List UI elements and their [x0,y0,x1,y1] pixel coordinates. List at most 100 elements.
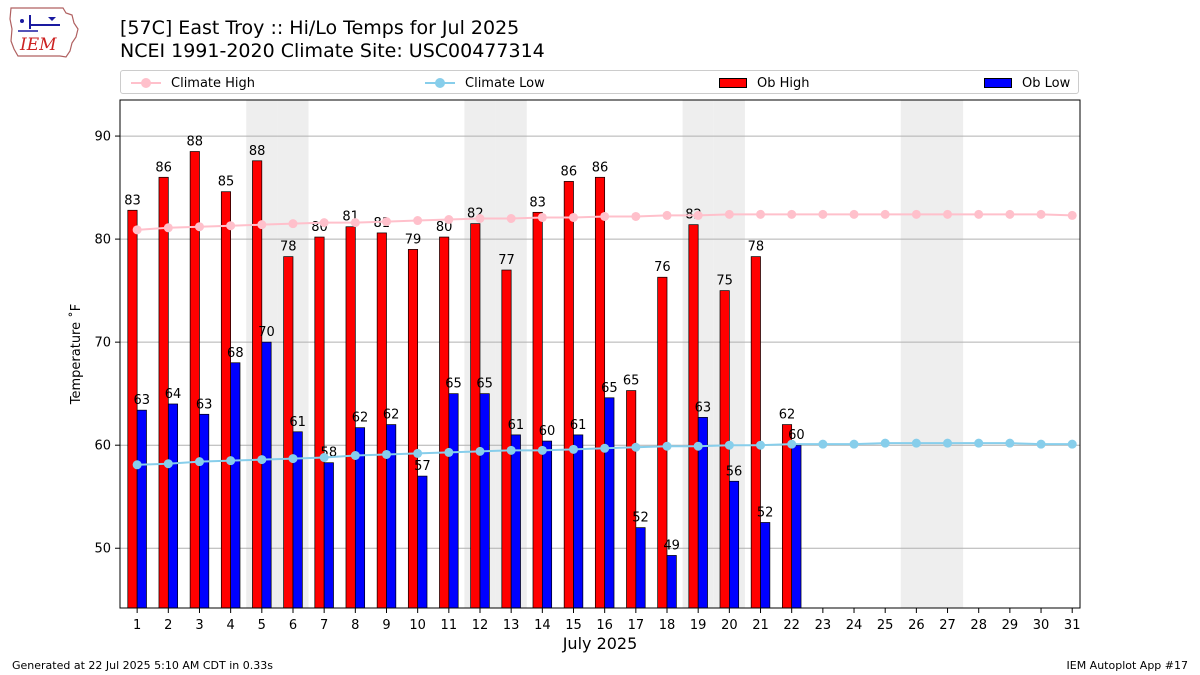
climate-high-point [350,218,360,228]
ob-high-bar [220,191,231,609]
ob-low-label: 61 [570,418,587,433]
x-tick-label: 15 [565,618,582,633]
x-tick-label: 19 [690,618,707,633]
ob-low-bar [479,393,490,609]
ob-high-label: 86 [592,160,609,175]
climate-low-point [724,440,734,450]
x-tick-label: 6 [289,618,297,633]
climate-low-point [818,439,828,449]
x-tick-label: 3 [195,618,203,633]
x-tick-label: 16 [596,618,613,633]
x-tick-label: 27 [939,618,956,633]
x-tick-label: 18 [659,618,676,633]
climate-low-point [132,460,142,470]
app-credit: IEM Autoplot App #17 [1066,659,1189,672]
ob-low-label: 65 [445,377,462,392]
ob-high-bar [439,236,450,609]
climate-high-point [911,209,921,219]
x-tick-label: 26 [908,618,925,633]
climate-high-point [537,212,547,222]
climate-low-point [413,448,423,458]
weekend-band [931,100,964,608]
climate-high-point [444,215,454,225]
climate-high-point [662,210,672,220]
climate-high-point [288,219,298,229]
ob-low-bar [448,393,459,609]
ob-low-bar [167,403,179,609]
climate-high-point [631,211,641,221]
ob-low-label: 49 [663,538,680,553]
x-tick-label: 8 [351,618,359,633]
weekend-band [900,100,932,608]
climate-low-point [194,457,204,467]
x-tick-label: 10 [409,618,426,633]
ob-high-bar [501,269,512,609]
ob-low-bar [791,444,802,609]
x-tick-label: 2 [164,618,172,633]
climate-high-point [756,209,766,219]
climate-low-point [662,441,672,451]
x-tick-label: 1 [133,618,141,633]
iem-logo: IEM [8,5,80,60]
climate-high-point [974,209,984,219]
climate-high-point [132,225,142,235]
climate-high-point [943,209,953,219]
ob-high-bar [626,390,637,609]
climate-high-point [1067,210,1077,220]
legend-climate-low-label: Climate Low [465,75,545,91]
climate-low-point [350,450,360,460]
ob-high-label: 62 [779,408,796,423]
ob-low-label: 62 [352,411,369,426]
ob-low-label: 61 [508,418,525,433]
x-tick-label: 25 [877,618,894,633]
x-tick-label: 23 [815,618,832,633]
x-tick-label: 24 [846,618,863,633]
legend-climate-low-swatch [425,78,455,88]
ob-high-bar [127,209,138,609]
plot-frame [119,99,1081,609]
ob-low-bar [230,362,241,609]
chart-subtitle: NCEI 1991-2020 Climate Site: USC00477314 [120,40,545,62]
climate-low-point [1067,439,1077,449]
x-tick-label: 30 [1033,618,1050,633]
ob-low-bar [635,527,646,609]
legend-ob-high-swatch [719,78,747,88]
legend-climate-high-swatch [131,78,161,88]
ob-low-label: 61 [289,415,306,430]
x-tick-label: 29 [1002,618,1019,633]
ob-low-label: 60 [539,424,556,439]
x-tick-label: 17 [628,618,645,633]
ob-low-label: 70 [258,325,275,340]
x-tick-label: 13 [503,618,520,633]
ob-high-label: 86 [155,160,172,175]
chart-legend: Climate High Climate Low Ob High Ob Low [120,70,1079,94]
legend-ob-low: Ob Low [984,71,1070,95]
ob-high-bar [750,256,761,609]
climate-low-point [537,445,547,455]
climate-low-point [288,454,298,464]
x-tick-label: 31 [1064,618,1081,633]
x-tick-label: 21 [752,618,769,633]
climate-high-point [724,209,734,219]
ob-high-bar [688,224,699,609]
ob-low-bar [666,555,677,609]
ob-high-bar [189,151,200,609]
y-tick-label: 90 [94,130,111,145]
x-tick-label: 7 [320,618,328,633]
climate-low-point [226,456,236,466]
ob-low-bar [604,397,615,609]
climate-high-point [163,223,173,233]
ob-low-label: 63 [196,397,213,412]
climate-high-point [319,218,329,228]
x-axis-label: July 2025 [562,634,638,653]
ob-low-bar [323,462,334,609]
climate-high-point [693,210,703,220]
climate-low-point [569,444,579,454]
climate-low-point [787,439,797,449]
x-tick-label: 9 [382,618,390,633]
climate-high-point [413,216,423,226]
legend-ob-high-label: Ob High [757,75,810,91]
climate-low-point [381,449,391,459]
ob-low-bar [136,409,147,609]
